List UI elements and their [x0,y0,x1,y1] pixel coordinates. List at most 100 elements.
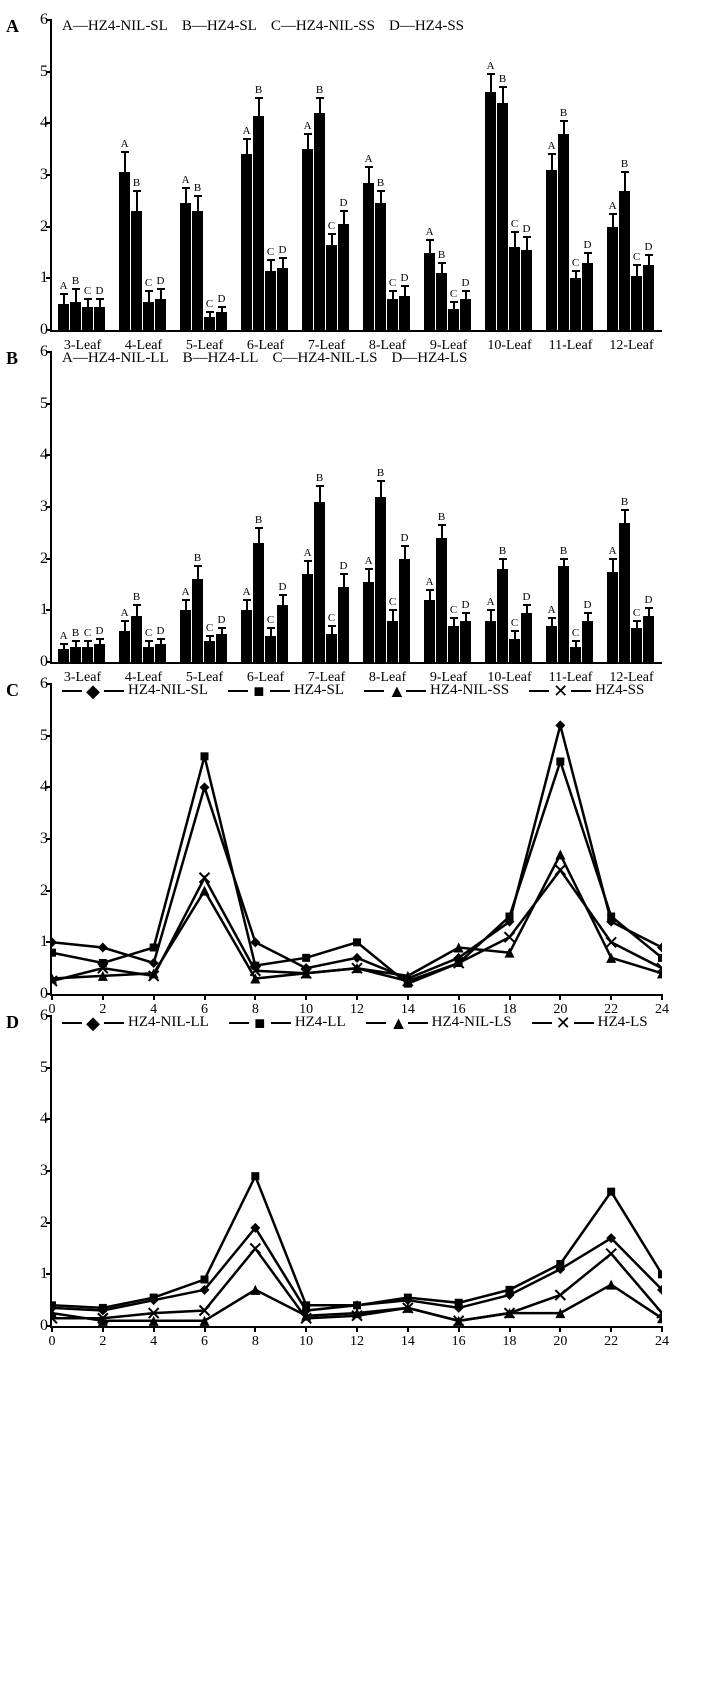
bar [216,634,227,662]
bar [436,538,447,662]
bar-series-letter: D [218,614,226,626]
bar [302,574,313,662]
bar-series-letter: B [72,275,79,287]
bar-series-letter: D [340,197,348,209]
bar-series-letter: A [365,153,373,165]
panel-A: AA—HZ4-NIL-SLB—HZ4-SLC—HZ4-NIL-SSD—HZ4-S… [30,20,680,332]
bar-series-letter: B [621,158,628,170]
bar [314,502,325,662]
bar [424,253,435,331]
bar-series-letter: C [328,612,335,624]
bar [558,566,569,662]
bar-series-letter: D [401,272,409,284]
line-svg [52,1016,662,1326]
bar [619,523,630,663]
bar-series-letter: D [157,275,165,287]
bar [643,265,654,330]
bar-series-letter: B [316,84,323,96]
bar-series-letter: C [206,622,213,634]
bar [70,647,81,663]
bar [143,302,154,330]
bar-series-letter: A [609,200,617,212]
bar-series-letter: B [255,84,262,96]
bar [180,203,191,330]
bar [192,579,203,662]
bar [326,634,337,662]
bar [399,296,410,330]
bar-series-letter: A [182,174,190,186]
bar-series-letter: A [365,555,373,567]
bar-series-letter: A [182,586,190,598]
bar-series-letter: A [243,586,251,598]
bar-series-letter: A [487,60,495,72]
bar [607,227,618,330]
bar-series-letter: A [121,607,129,619]
bar-series-letter: A [60,630,68,642]
panel-label: A [6,16,19,37]
bar-series-letter: C [450,288,457,300]
bar-series-letter: B [560,545,567,557]
bar [277,268,288,330]
bar-series-letter: B [316,472,323,484]
bar-series-letter: B [560,107,567,119]
bar [277,605,288,662]
bar-series-letter: A [60,280,68,292]
bar [497,569,508,662]
bar-series-letter: D [523,223,531,235]
bar [509,639,520,662]
bar [643,616,654,663]
plot-area: A—HZ4-NIL-LLB—HZ4-LLC—HZ4-NIL-LSD—HZ4-LS… [50,352,662,664]
bar [302,149,313,330]
bar-series-letter: B [255,514,262,526]
bar-series-letter: B [499,73,506,85]
bar-series-letter: B [194,552,201,564]
bar [253,116,264,330]
bar-series-letter: C [633,607,640,619]
bar-series-letter: D [157,625,165,637]
bar-series-letter: C [572,627,579,639]
bar [607,572,618,662]
bar-series-letter: C [389,596,396,608]
bar [570,647,581,663]
bar-series-letter: A [304,547,312,559]
bar-series-letter: B [377,177,384,189]
bar-series-letter: B [621,496,628,508]
bar-series-letter: B [377,467,384,479]
bar [216,312,227,330]
bar [131,211,142,330]
bar-series-letter: A [609,545,617,557]
bar-series-letter: D [218,293,226,305]
bar [558,134,569,330]
bar-legend: A—HZ4-NIL-LLB—HZ4-LLC—HZ4-NIL-LSD—HZ4-LS [62,350,481,367]
bar-series-letter: D [279,581,287,593]
bar [497,103,508,330]
bar-series-letter: C [267,614,274,626]
panel-label: C [6,680,19,701]
bar [375,203,386,330]
bar-series-letter: B [499,545,506,557]
bar [119,631,130,662]
bar-series-letter: A [243,125,251,137]
bar [192,211,203,330]
bar [155,644,166,662]
bar [485,621,496,662]
bar-series-letter: C [511,617,518,629]
bar-series-letter: C [145,277,152,289]
bar-series-letter: B [438,511,445,523]
figure: { "panelA":{ "label":"A","ymax":6,"ytick… [0,20,709,1328]
bar [619,191,630,331]
plot-area: 0123456024681012141618202224◆HZ4-NIL-SL■… [50,684,662,996]
bar-series-letter: A [304,120,312,132]
bar [582,263,593,330]
bar-series-letter: C [84,627,91,639]
bar-series-letter: C [633,251,640,263]
panel-label: B [6,348,18,369]
bar [338,224,349,330]
bar [387,621,398,662]
bar-series-letter: B [72,627,79,639]
bar [631,276,642,330]
bar [631,628,642,662]
bar-series-letter: D [279,244,287,256]
bar-series-letter: D [340,560,348,572]
bar-series-letter: C [84,285,91,297]
